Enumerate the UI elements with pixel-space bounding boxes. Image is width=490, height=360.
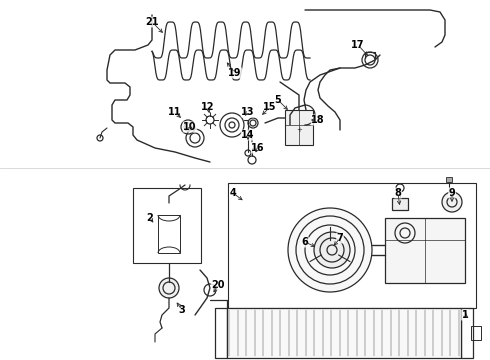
- Text: 13: 13: [241, 107, 255, 117]
- Bar: [392, 198, 408, 210]
- Text: 1: 1: [462, 310, 468, 320]
- Bar: [461, 308, 473, 358]
- Text: 21: 21: [145, 17, 159, 27]
- Text: 10: 10: [183, 122, 197, 132]
- Text: 4: 4: [230, 188, 236, 198]
- Text: 17: 17: [351, 40, 365, 50]
- Text: 16: 16: [251, 143, 265, 153]
- Text: 11: 11: [168, 107, 182, 117]
- Bar: [133, 188, 201, 263]
- Text: 3: 3: [179, 305, 185, 315]
- Text: 2: 2: [147, 213, 153, 223]
- Bar: [285, 110, 313, 145]
- Bar: [228, 183, 476, 308]
- Text: 20: 20: [211, 280, 225, 290]
- Text: 5: 5: [274, 95, 281, 105]
- Text: 6: 6: [302, 237, 308, 247]
- Circle shape: [159, 278, 179, 298]
- Text: 19: 19: [228, 68, 242, 78]
- Bar: [446, 177, 452, 182]
- Circle shape: [288, 208, 372, 292]
- Text: 12: 12: [201, 102, 215, 112]
- Text: 9: 9: [449, 188, 455, 198]
- Bar: [158, 215, 180, 253]
- Text: 7: 7: [337, 233, 343, 243]
- Text: 8: 8: [394, 188, 401, 198]
- Bar: [215, 308, 227, 358]
- Text: 14: 14: [241, 130, 255, 140]
- Text: 15: 15: [263, 102, 277, 112]
- Circle shape: [442, 192, 462, 212]
- Bar: [385, 218, 465, 283]
- Bar: [471, 326, 481, 340]
- Text: +: +: [296, 127, 302, 133]
- Text: 18: 18: [311, 115, 325, 125]
- Bar: [227, 308, 461, 358]
- Circle shape: [314, 232, 350, 268]
